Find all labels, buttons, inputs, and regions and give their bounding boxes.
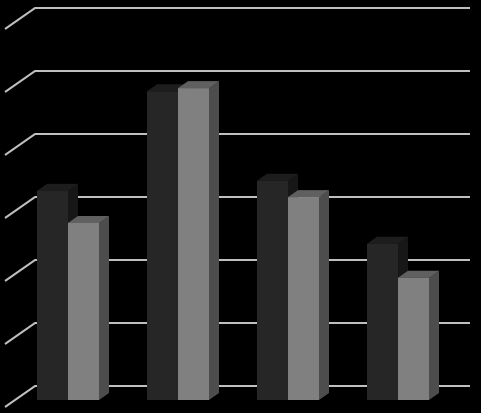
bar-side (429, 270, 439, 400)
bar-top (178, 81, 219, 89)
bar-top (147, 84, 188, 92)
bar (178, 88, 209, 401)
bar (288, 197, 319, 400)
bar-top (257, 173, 298, 181)
bar-side (209, 81, 219, 401)
bar-top (68, 215, 109, 223)
bar (367, 243, 398, 400)
bar-top (288, 190, 329, 198)
grid-line (4, 133, 470, 156)
bar (147, 91, 178, 401)
grid-line (4, 70, 470, 93)
bar (37, 190, 68, 400)
bar (257, 180, 288, 400)
bar-top (367, 236, 408, 244)
bar (68, 222, 99, 400)
bar-top (37, 183, 78, 191)
grid-line (4, 7, 470, 30)
bar-side (319, 190, 329, 400)
bar-side (99, 215, 109, 400)
bar-top (398, 270, 439, 278)
bar (398, 277, 429, 400)
